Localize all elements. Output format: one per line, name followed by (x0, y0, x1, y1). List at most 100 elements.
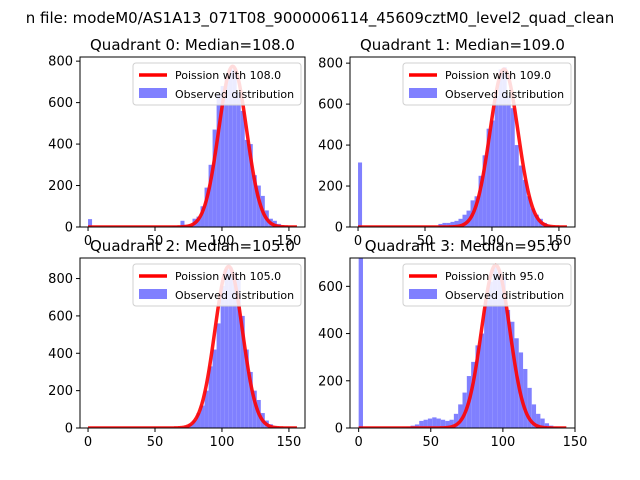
legend-bar-swatch (409, 289, 437, 299)
axes-frame (79, 257, 306, 429)
histogram-bar (200, 405, 205, 428)
y-tick-label: 200 (318, 180, 343, 195)
x-tick-label: 150 (277, 234, 302, 249)
histogram-bar (484, 300, 489, 428)
y-tick-label: 800 (318, 57, 343, 72)
histogram-bar (236, 278, 241, 428)
legend-label-observed: Observed distribution (175, 289, 294, 302)
subplot-title: Quadrant 1: Median=109.0 (360, 36, 565, 54)
histogram-bar (180, 220, 185, 227)
x-tick-label: 0 (84, 435, 92, 450)
histogram-bar (502, 67, 507, 227)
subplot-3: 0 50 100 150 0 200 400 600 Quadrant 3: Median=95… (318, 237, 587, 450)
histogram-bar (240, 110, 245, 227)
histogram-bars (180, 267, 293, 428)
histogram-bar (419, 420, 424, 428)
histogram-bar (462, 214, 467, 227)
histogram-bar (88, 219, 93, 227)
histogram-bar (534, 214, 539, 227)
x-tick-label: 150 (277, 435, 302, 450)
legend-box (402, 263, 572, 307)
histogram-bar (436, 418, 441, 428)
x-tick-label: 0 (355, 435, 363, 450)
histogram-bar (208, 164, 213, 227)
histogram-bar (224, 269, 229, 428)
histogram-bar (536, 413, 541, 428)
histogram-bar (510, 108, 515, 227)
histogram-bar (522, 179, 527, 227)
subplot-title: Quadrant 3: Median=95.0 (365, 237, 560, 255)
histogram-bar (454, 220, 459, 227)
histogram-bar (488, 281, 493, 428)
histogram-bars (358, 67, 567, 227)
histogram-bar (478, 175, 483, 227)
histogram-bar (220, 86, 225, 227)
histogram-bar (432, 417, 437, 428)
histogram-bar (526, 196, 531, 227)
histogram-bar (505, 309, 511, 428)
axes-frame (349, 56, 576, 228)
histogram-bar (423, 419, 428, 428)
y-tick-label: 400 (318, 139, 343, 154)
histogram-bar (224, 75, 229, 227)
histogram-bar (531, 404, 537, 428)
x-tick-label: 100 (490, 435, 515, 450)
histogram-bar (494, 95, 499, 227)
histogram-bar (450, 221, 455, 227)
histogram-bar (228, 69, 233, 227)
figure-title: n file: modeM0/AS1A13_071T08_9000006114_… (26, 9, 615, 28)
subplot-1: 0 50 100 150 0 200 400 600 800 Quadrant 1: Median… (318, 36, 576, 249)
subplot-title: Quadrant 2: Median=105.0 (90, 237, 295, 255)
y-tick-label: 200 (318, 374, 343, 389)
legend: Poission with 105.0 Observed distribution (132, 263, 302, 307)
x-tick-label: 50 (417, 234, 434, 249)
legend-box (132, 263, 302, 307)
y-tick-label: 600 (318, 98, 343, 113)
histogram-bar (358, 162, 363, 227)
legend-label-poisson: Poission with 109.0 (445, 69, 551, 82)
histogram-bar (530, 208, 535, 227)
histogram-bar (414, 424, 420, 428)
x-tick-label: 150 (563, 435, 588, 450)
x-tick-label: 0 (84, 234, 92, 249)
histogram-bar (204, 187, 209, 227)
histogram-bar (212, 349, 217, 428)
poisson-curve (88, 264, 297, 428)
y-tick-label: 0 (65, 422, 73, 437)
legend-label-observed: Observed distribution (445, 88, 564, 101)
histogram-bar (200, 206, 205, 227)
y-tick-label: 0 (335, 422, 343, 437)
axes-frame (349, 257, 576, 429)
legend-label-observed: Observed distribution (175, 88, 294, 101)
x-tick-label: 0 (354, 234, 362, 249)
histogram-bar (248, 144, 253, 227)
histogram-bar (458, 404, 463, 428)
histogram-bar (248, 371, 253, 428)
histogram-bar (453, 413, 459, 428)
histogram-bar (458, 218, 463, 227)
y-tick-label: 0 (65, 221, 73, 236)
histogram-bars (88, 69, 297, 227)
y-tick-label: 800 (48, 272, 73, 287)
legend-bar-swatch (139, 289, 167, 299)
histogram-bar (228, 267, 233, 428)
y-tick-label: 200 (48, 179, 73, 194)
histogram-bar (492, 267, 498, 428)
subplot-title: Quadrant 0: Median=108.0 (90, 36, 295, 54)
legend-box (132, 62, 302, 106)
legend-label-poisson: Poission with 105.0 (175, 270, 281, 283)
legend: Poission with 108.0 Observed distribution (132, 62, 302, 106)
histogram-bar (518, 165, 523, 227)
histogram-bar (446, 222, 451, 227)
histogram-bar (510, 321, 515, 428)
histogram-bar (236, 92, 241, 227)
histogram-bar (216, 323, 221, 428)
histogram-bar (220, 286, 225, 428)
legend-label-poisson: Poission with 108.0 (175, 69, 281, 82)
legend: Poission with 95.0 Observed distribution (402, 263, 572, 307)
histogram-bar (212, 129, 217, 227)
x-tick-label: 50 (147, 435, 164, 450)
histogram-bar (427, 418, 433, 428)
histogram-bar (523, 368, 528, 428)
